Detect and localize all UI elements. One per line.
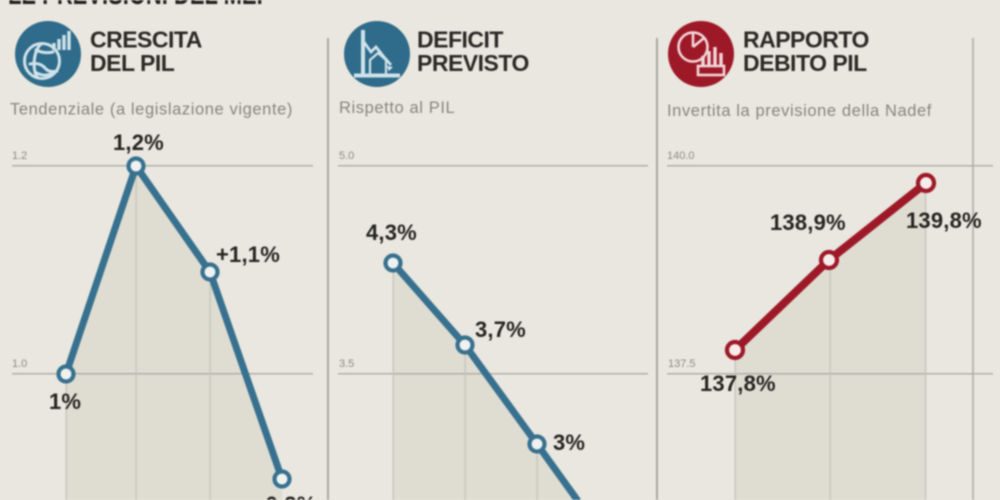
svg-text:4,3%: 4,3%	[366, 220, 417, 245]
svg-text:140.0: 140.0	[667, 150, 695, 162]
svg-text:1.0: 1.0	[12, 358, 27, 370]
svg-text:137,8%: 137,8%	[700, 371, 776, 396]
svg-text:137.5: 137.5	[668, 358, 696, 370]
svg-text:138,9%: 138,9%	[770, 210, 846, 235]
svg-text:PREVISTO: PREVISTO	[417, 50, 529, 76]
svg-text:1.2: 1.2	[12, 150, 27, 162]
svg-text:Rispetto al PIL: Rispetto al PIL	[339, 99, 455, 117]
svg-text:3,7%: 3,7%	[475, 317, 526, 342]
svg-text:Invertita la previsione della: Invertita la previsione della Nadef	[667, 102, 932, 120]
svg-text:DEL PIL: DEL PIL	[90, 50, 175, 76]
svg-text:139,8%: 139,8%	[906, 208, 982, 233]
svg-text:1,2%: 1,2%	[113, 130, 164, 155]
svg-text:LE PREVISIONI DEL MEF: LE PREVISIONI DEL MEF	[8, 0, 270, 11]
svg-text:3%: 3%	[553, 430, 585, 455]
svg-text:RAPPORTO: RAPPORTO	[743, 27, 869, 53]
svg-text:Tendenziale (a legislazione vi: Tendenziale (a legislazione vigente)	[10, 101, 293, 119]
svg-text:-0,2%: -0,2%	[258, 492, 316, 500]
svg-text:1%: 1%	[49, 389, 81, 414]
svg-text:5.0: 5.0	[339, 150, 354, 162]
svg-text:CRESCITA: CRESCITA	[90, 27, 202, 53]
svg-text:+1,1%: +1,1%	[216, 242, 280, 267]
svg-text:DEFICIT: DEFICIT	[417, 27, 503, 53]
svg-text:DEBITO PIL: DEBITO PIL	[743, 50, 867, 76]
svg-text:3.5: 3.5	[339, 358, 354, 370]
